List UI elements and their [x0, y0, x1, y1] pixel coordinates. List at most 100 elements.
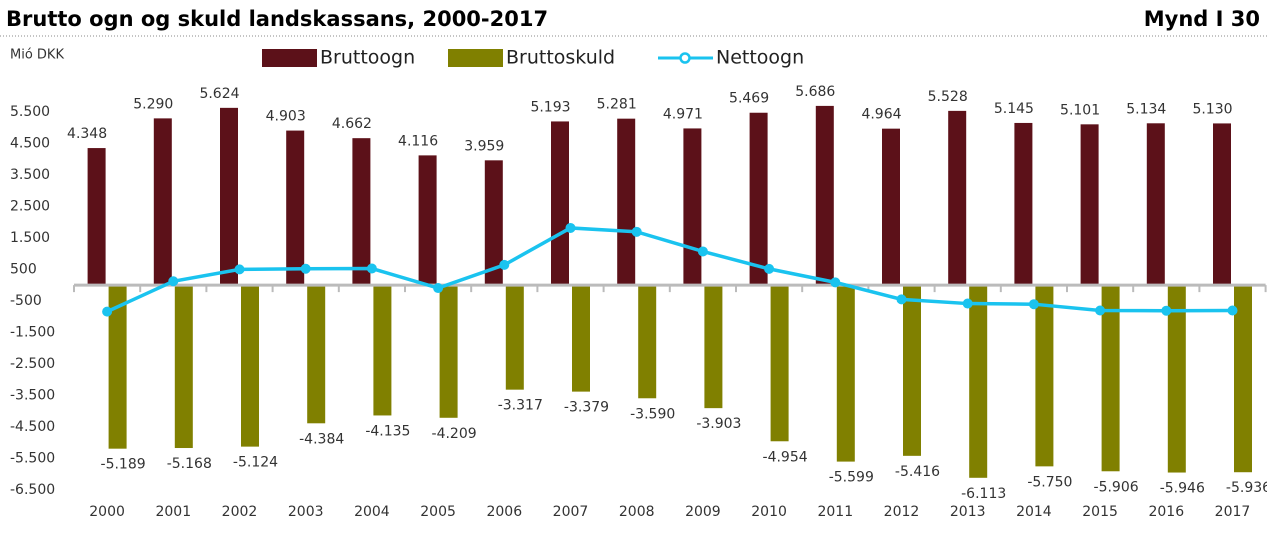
data-label: -4.209	[432, 426, 477, 442]
data-label: -5.750	[1027, 474, 1072, 490]
y-tick-label: 2.500	[10, 198, 50, 214]
data-label: 5.528	[928, 89, 968, 105]
bar	[108, 285, 127, 449]
data-label: -3.590	[630, 406, 675, 422]
line-marker	[896, 294, 907, 305]
legend-swatch	[448, 49, 503, 67]
data-label: -3.379	[564, 400, 609, 416]
x-tick-label: 2015	[1082, 504, 1118, 520]
x-tick-label: 2002	[222, 504, 258, 520]
data-label: -4.384	[299, 431, 344, 447]
line-marker	[433, 283, 444, 294]
y-tick-label: 5.500	[10, 104, 50, 120]
y-tick-label: 4.500	[10, 135, 50, 151]
data-label: 5.101	[1060, 102, 1100, 118]
y-tick-label: -2.500	[10, 356, 55, 372]
data-label: 5.281	[597, 97, 637, 113]
y-tick-label: -4.500	[10, 419, 55, 435]
line-marker	[366, 263, 377, 274]
legend-label: Bruttoogn	[320, 47, 415, 69]
y-tick-label: -500	[10, 293, 42, 309]
bar	[617, 118, 636, 286]
bar	[638, 285, 657, 399]
bar	[749, 112, 768, 286]
x-tick-label: 2005	[420, 504, 456, 520]
x-tick-label: 2012	[884, 504, 920, 520]
line-marker	[234, 264, 245, 275]
data-label: 5.469	[729, 91, 769, 107]
legend-label: Nettoogn	[716, 47, 804, 69]
data-label: 5.290	[133, 96, 173, 112]
line-marker	[1227, 305, 1238, 316]
y-axis-label: Mió DKK	[10, 48, 64, 63]
data-label: -5.168	[167, 456, 212, 472]
bar	[1035, 285, 1054, 467]
bar	[704, 285, 723, 409]
line-marker	[1095, 305, 1106, 316]
bar	[439, 285, 458, 418]
data-label: -5.946	[1160, 481, 1205, 497]
data-label: -3.903	[696, 416, 741, 432]
bar	[683, 128, 702, 286]
bar	[948, 110, 967, 286]
bar	[1213, 123, 1231, 286]
bar	[836, 285, 855, 462]
x-tick-label: 2016	[1148, 504, 1184, 520]
data-label: -5.124	[233, 455, 278, 471]
line-marker	[1028, 299, 1039, 310]
bar	[815, 105, 834, 286]
data-label: 5.134	[1126, 101, 1166, 117]
line-marker	[300, 263, 311, 274]
data-label: -6.113	[961, 486, 1006, 502]
data-label: 4.662	[332, 116, 372, 132]
bar	[174, 285, 193, 449]
data-label: -5.189	[101, 457, 146, 473]
data-label: -5.936	[1226, 480, 1267, 496]
data-label: 5.130	[1192, 101, 1232, 117]
bar	[903, 285, 921, 456]
x-tick-label: 2008	[619, 504, 655, 520]
chart-title: Brutto ogn og skuld landskassans, 2000-2…	[6, 7, 548, 31]
x-tick-label: 2003	[288, 504, 324, 520]
x-tick-label: 2017	[1215, 504, 1251, 520]
line-marker	[631, 226, 642, 237]
x-tick-label: 2000	[89, 504, 125, 520]
bar	[352, 138, 371, 286]
bar	[770, 285, 789, 442]
data-label: 4.903	[266, 109, 306, 125]
line-marker	[499, 259, 510, 270]
data-label: 3.959	[464, 138, 504, 154]
bar	[1146, 123, 1165, 286]
x-tick-label: 2004	[354, 504, 390, 520]
data-label: 4.964	[861, 107, 901, 123]
y-tick-label: 1.500	[10, 230, 50, 246]
line	[106, 226, 1233, 314]
bar	[1080, 124, 1099, 286]
y-tick-label: -5.500	[10, 450, 55, 466]
data-label: -5.416	[895, 464, 940, 480]
bar	[1234, 285, 1252, 473]
data-label: -5.906	[1094, 479, 1139, 495]
line-marker	[764, 263, 775, 274]
data-label: 5.145	[994, 101, 1034, 117]
line-marker	[1161, 305, 1172, 316]
bar	[505, 285, 524, 390]
data-label: -4.135	[365, 423, 410, 439]
data-label: 5.624	[199, 86, 239, 102]
bar	[1014, 122, 1033, 286]
bar	[307, 285, 326, 424]
legend-swatch	[262, 49, 317, 67]
y-tick-label: 3.500	[10, 167, 50, 183]
figure-label: Mynd I 30	[1144, 7, 1260, 31]
x-tick-label: 2006	[486, 504, 522, 520]
bar	[1167, 285, 1186, 473]
data-label: -3.317	[498, 398, 543, 414]
x-tick-label: 2014	[1016, 504, 1052, 520]
line-marker	[697, 246, 708, 257]
data-label: 4.971	[663, 106, 703, 122]
y-tick-label: 500	[10, 261, 37, 277]
line-marker	[830, 277, 841, 288]
x-tick-label: 2009	[685, 504, 721, 520]
x-tick-label: 2010	[751, 504, 787, 520]
